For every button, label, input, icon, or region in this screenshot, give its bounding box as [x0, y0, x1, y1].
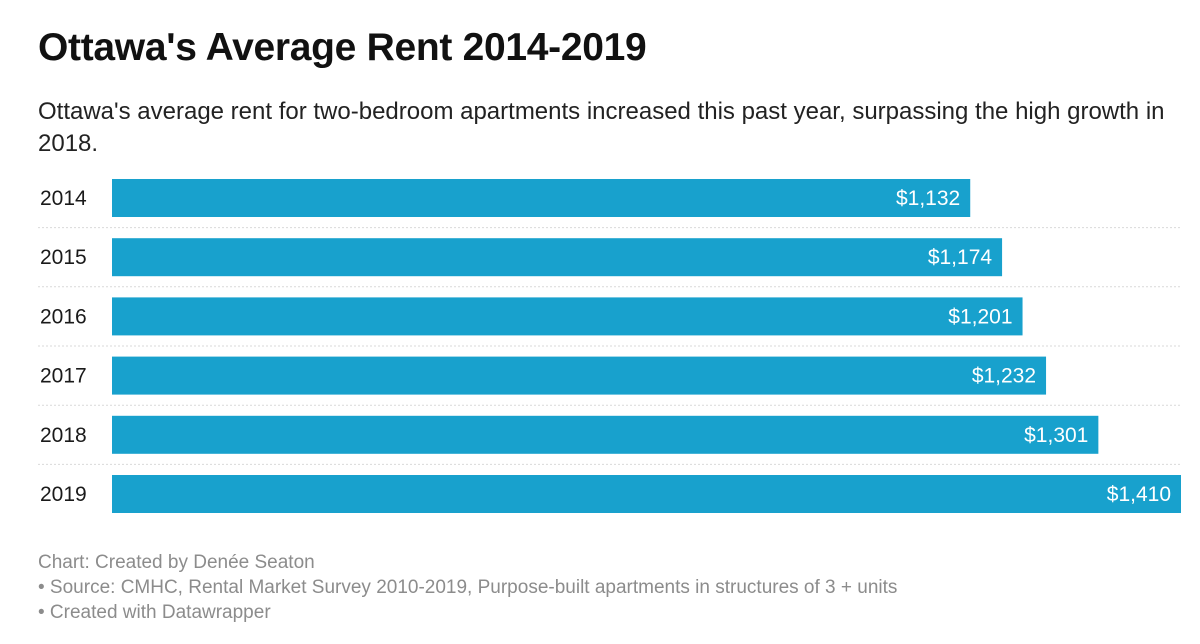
- bar-2016: [112, 297, 1023, 336]
- bar-2017: [112, 356, 1047, 395]
- source-note: • Source: CMHC, Rental Market Survey 201…: [38, 577, 898, 598]
- category-label-2016: 2016: [40, 305, 87, 328]
- chart-subtitle: Ottawa's average rent for two-bedroom ap…: [38, 98, 1165, 157]
- value-label-2014: $1,132: [896, 187, 960, 210]
- category-label-2015: 2015: [40, 246, 87, 269]
- category-label-2017: 2017: [40, 365, 87, 388]
- value-label-2015: $1,174: [928, 246, 993, 269]
- bar-2015: [112, 238, 1003, 277]
- credit-note: Chart: Created by Denée Seaton: [38, 552, 315, 573]
- category-label-2018: 2018: [40, 424, 87, 447]
- tool-note: • Created with Datawrapper: [38, 602, 271, 623]
- value-label-2019: $1,410: [1107, 483, 1171, 506]
- category-label-2014: 2014: [40, 187, 87, 210]
- value-label-2016: $1,201: [948, 305, 1012, 328]
- bar-2014: [112, 179, 971, 217]
- value-label-2018: $1,301: [1024, 424, 1088, 447]
- value-label-2017: $1,232: [972, 365, 1036, 388]
- category-label-2019: 2019: [40, 483, 87, 506]
- chart-title: Ottawa's Average Rent 2014-2019: [38, 26, 647, 69]
- chart-notes: Chart: Created by Denée Seaton • Source:…: [38, 550, 897, 625]
- bar-2019: [112, 475, 1181, 513]
- bar-2018: [112, 415, 1099, 454]
